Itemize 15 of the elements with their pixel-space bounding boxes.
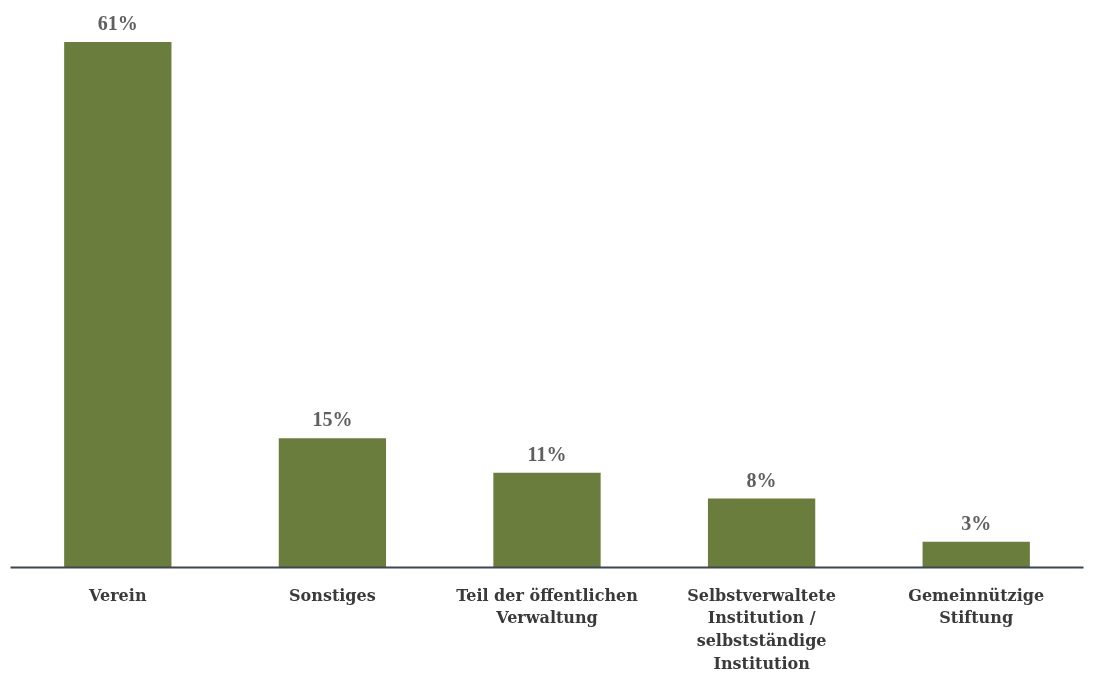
data-label: 11% xyxy=(527,442,567,465)
bar xyxy=(493,472,601,568)
data-label: 8% xyxy=(746,468,777,491)
x-tick-label: Teil der öffentlichen Verwaltung xyxy=(456,585,639,628)
x-tick-label: Verein xyxy=(88,585,147,605)
x-tick-label: Gemeinnützige Stiftung xyxy=(908,585,1045,628)
x-tick-label: Selbstverwaltete Institution / selbstständige Institution xyxy=(687,585,836,673)
bar xyxy=(278,438,387,568)
bar xyxy=(64,42,172,568)
bar xyxy=(922,541,1030,568)
data-label: 15% xyxy=(312,408,353,431)
bar xyxy=(707,498,816,568)
data-label: 61% xyxy=(97,12,138,35)
x-tick-label: Sonstiges xyxy=(289,585,376,605)
data-label: 3% xyxy=(961,511,992,534)
